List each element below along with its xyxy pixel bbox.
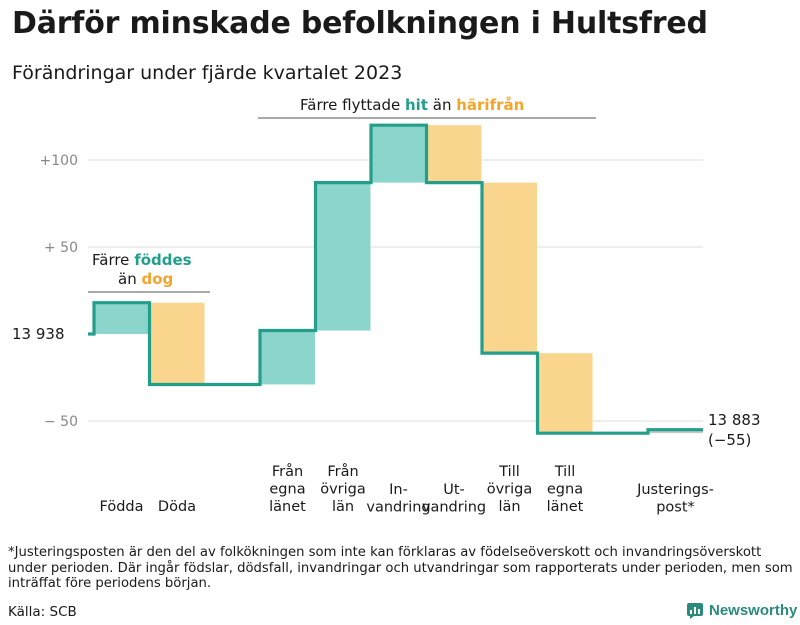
annotation-born-line1: Färre föddes bbox=[92, 251, 192, 269]
x-category-label: Från bbox=[272, 463, 303, 480]
running-total-line bbox=[88, 123, 703, 435]
footnote: *Justeringsposten är den del av folkökni… bbox=[8, 545, 793, 591]
waterfall-bar bbox=[482, 182, 537, 354]
waterfall-bar bbox=[648, 429, 703, 434]
x-category-label: egna bbox=[547, 482, 583, 498]
x-category-label: länet bbox=[547, 499, 584, 515]
waterfall-bar bbox=[149, 302, 205, 385]
x-category-label: Till bbox=[554, 464, 576, 480]
x-category-label: övriga bbox=[487, 482, 533, 498]
x-category-label: Justerings- bbox=[636, 482, 714, 498]
waterfall-bar bbox=[426, 125, 482, 183]
x-category-label: vandring bbox=[366, 500, 430, 516]
waterfall-bar bbox=[94, 302, 149, 334]
x-category-label: länet bbox=[269, 499, 306, 515]
waterfall-bar bbox=[260, 330, 315, 385]
start-value-label: 13 938 bbox=[12, 325, 65, 343]
x-category-label: In- bbox=[389, 482, 408, 498]
end-value-label: 13 883 bbox=[708, 411, 761, 429]
x-category-label: Till bbox=[498, 464, 520, 480]
annotation-born-line2: än dog bbox=[118, 270, 173, 288]
y-tick-label: + 50 bbox=[44, 240, 78, 256]
x-category-label: Döda bbox=[158, 499, 196, 515]
waterfall-bar bbox=[371, 125, 426, 183]
brand-name: Newsworthy bbox=[709, 602, 798, 619]
chart-subtitle: Förändringar under fjärde kvartalet 2023 bbox=[12, 62, 403, 84]
x-category-label: post* bbox=[656, 500, 695, 516]
annotation-moved: Färre flyttade hit än härifrån bbox=[300, 96, 524, 114]
waterfall-bar bbox=[537, 353, 593, 434]
x-category-label: Ut- bbox=[443, 482, 465, 498]
y-tick-label: − 50 bbox=[44, 414, 78, 430]
y-tick-label: +100 bbox=[40, 153, 78, 169]
waterfall-bar bbox=[315, 182, 371, 331]
chart-title: Därför minskade befolkningen i Hultsfred bbox=[12, 6, 708, 41]
x-category-label: Födda bbox=[100, 499, 144, 515]
x-category-label: egna bbox=[269, 482, 305, 498]
newsworthy-logo-icon bbox=[687, 602, 703, 619]
x-category-label: län bbox=[498, 499, 520, 515]
x-category-label: Från bbox=[327, 463, 358, 480]
source-note: Källa: SCB bbox=[8, 604, 77, 620]
brand-logo: Newsworthy bbox=[687, 602, 797, 619]
x-category-label: övriga bbox=[320, 482, 366, 498]
x-category-label: län bbox=[332, 499, 354, 515]
x-category-label: vandring bbox=[422, 500, 486, 516]
end-change-label: (−55) bbox=[708, 431, 751, 449]
